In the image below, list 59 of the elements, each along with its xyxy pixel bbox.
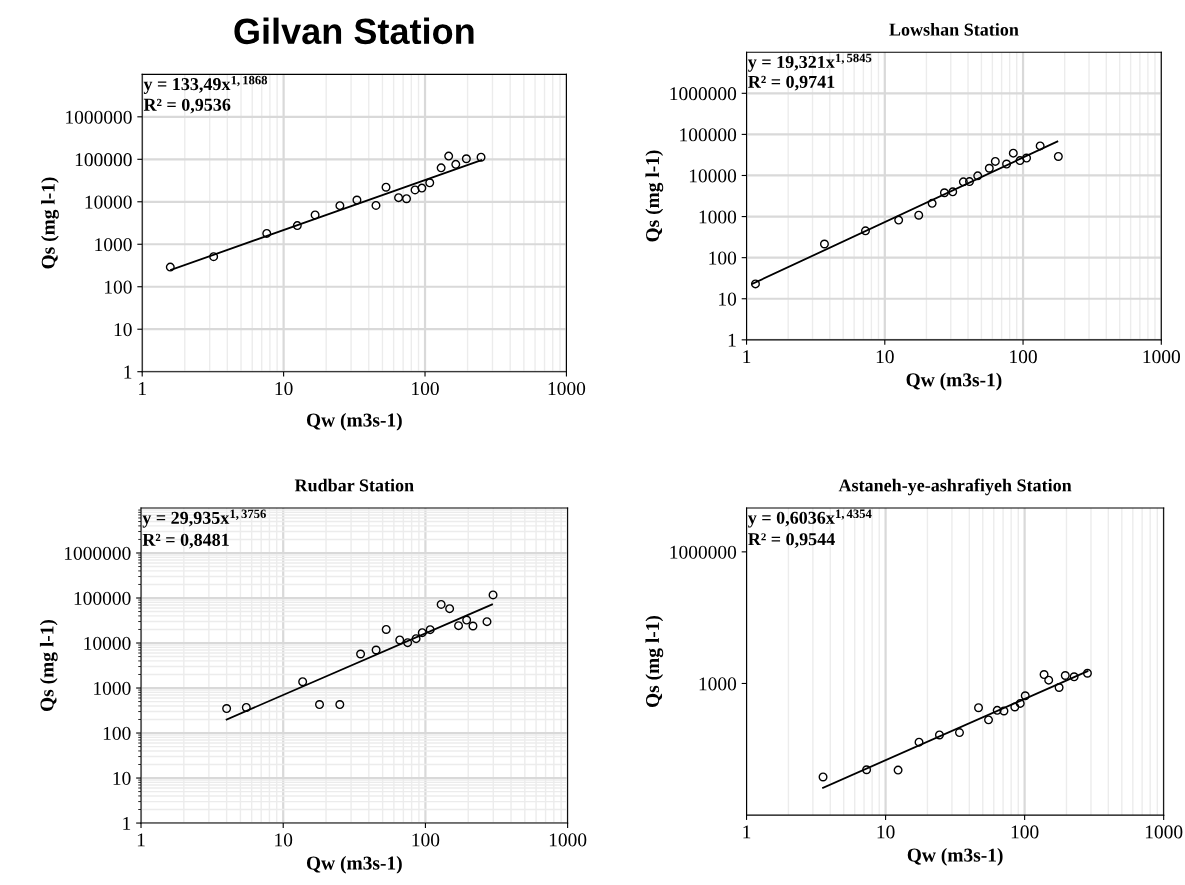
annotation: R² = 0,8481 xyxy=(142,533,229,549)
x-tick-label: 100 xyxy=(412,381,439,396)
y-tick-label: 10 xyxy=(113,771,131,785)
y-tick-label: 1 xyxy=(728,333,736,347)
y-tick-label: 10 xyxy=(114,323,132,337)
y-tick-label: 1000000 xyxy=(670,87,737,101)
y-tick-label: 1 xyxy=(124,365,132,379)
y-tick-label: 1000000 xyxy=(64,546,131,560)
x-tick-label: 100 xyxy=(1011,825,1039,839)
chart-title: Astaneh-ye-ashrafiyeh Station xyxy=(838,478,1072,496)
y-tick-label: 100 xyxy=(103,726,131,740)
chart-title: Rudbar Station xyxy=(294,478,414,492)
y-axis-title: Qs (mg l-1) xyxy=(39,619,58,712)
y-axis-title: Qs (mg l-1) xyxy=(41,177,59,269)
chart-title: Gilvan Station xyxy=(234,17,474,45)
x-axis-title: Qw (m3s-1) xyxy=(306,412,402,431)
y-tick-label: 1 xyxy=(123,816,131,830)
y-tick-label: 100000 xyxy=(680,128,737,142)
y-tick-label: 10000 xyxy=(689,169,737,183)
y-tick-label: 1000 xyxy=(95,238,132,252)
x-axis-title: Qw (m3s-1) xyxy=(306,855,402,874)
y-tick-label: 10000 xyxy=(84,636,131,650)
x-tick-label: 10 xyxy=(876,350,894,364)
x-tick-label: 1 xyxy=(139,382,146,395)
annotation: y = 0,6036x$^{1,4354}$ xyxy=(747,509,872,528)
y-axis-title: Qs (mg l-1) xyxy=(645,150,664,242)
x-tick-label: 1000 xyxy=(1143,350,1180,364)
annotation: R² = 0,9536 xyxy=(143,98,231,114)
y-tick-label: 1000 xyxy=(94,681,131,695)
x-tick-label: 1000 xyxy=(548,381,586,396)
x-tick-label: 1 xyxy=(137,833,145,847)
y-tick-label: 10 xyxy=(719,292,737,306)
annotation: y = 19,321x$^{1,5845}$ xyxy=(747,53,872,72)
x-tick-label: 10 xyxy=(877,825,895,839)
annotation: y = 133,49x$^{1,1868}$ xyxy=(143,75,268,94)
annotation: R² = 0,9741 xyxy=(748,75,835,91)
annotation: R² = 0,9544 xyxy=(748,533,835,548)
x-tick-label: 1 xyxy=(743,825,751,839)
x-tick-label: 10 xyxy=(275,833,293,847)
y-tick-label: 100000 xyxy=(75,153,132,167)
y-tick-label: 1000000 xyxy=(66,110,132,124)
y-axis-title: Qs (mg l-1) xyxy=(645,615,664,708)
y-tick-label: 100000 xyxy=(74,591,131,605)
y-tick-label: 100 xyxy=(709,251,737,265)
x-tick-label: 100 xyxy=(1010,350,1037,364)
y-tick-label: 1000 xyxy=(699,677,737,691)
x-axis-title: Qw (m3s-1) xyxy=(907,848,1003,866)
annotation: y = 29,935x$^{1,3756}$ xyxy=(142,509,266,528)
x-tick-label: 10 xyxy=(275,381,293,396)
y-tick-label: 1000000 xyxy=(670,545,737,559)
y-tick-label: 100 xyxy=(105,280,132,294)
y-tick-label: 10000 xyxy=(85,195,132,209)
y-tick-label: 1000 xyxy=(699,210,737,224)
chart-title: Lowshan Station xyxy=(889,23,1019,36)
x-tick-label: 1000 xyxy=(549,833,587,847)
x-tick-label: 1000 xyxy=(1145,825,1183,839)
x-tick-label: 1 xyxy=(743,350,751,364)
x-tick-label: 100 xyxy=(412,833,440,847)
x-axis-title: Qw (m3s-1) xyxy=(906,372,1002,391)
